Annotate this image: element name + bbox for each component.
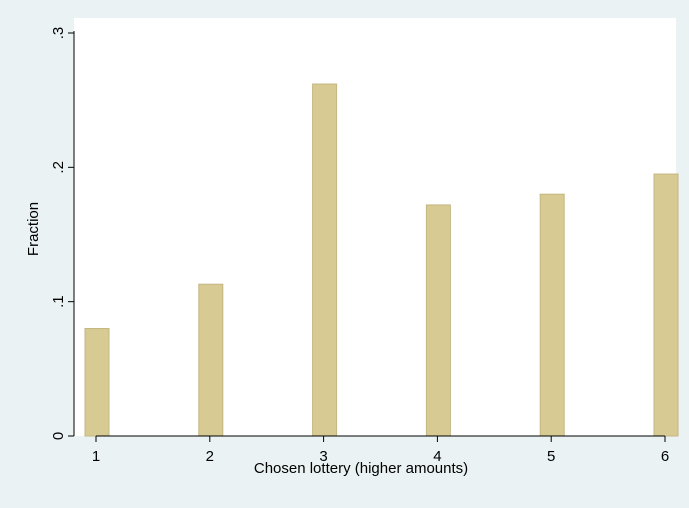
bar-2 — [198, 283, 224, 437]
x-tick-label-5: 5 — [547, 448, 555, 465]
x-tick-label-1: 1 — [92, 448, 100, 465]
x-tick-label-6: 6 — [661, 448, 669, 465]
bar-1 — [84, 328, 110, 437]
y-tick-label-.1: .1 — [50, 295, 67, 308]
y-axis-title: Fraction — [25, 202, 42, 256]
x-tick-label-3: 3 — [319, 448, 327, 465]
plot-area — [74, 18, 676, 436]
bar-3 — [312, 83, 338, 437]
x-axis-title: Chosen lottery (higher amounts) — [254, 460, 468, 477]
ticks-group: 1 2 3 4 5 6 0 .1 .2 .3 — [50, 27, 669, 465]
y-tick-label-.2: .2 — [50, 161, 67, 174]
bar-4 — [425, 204, 451, 437]
x-tick-label-4: 4 — [433, 448, 441, 465]
bar-5 — [539, 193, 565, 437]
bars-group — [84, 83, 679, 437]
y-tick-label-.3: .3 — [50, 27, 67, 40]
y-tick-label-0: 0 — [50, 432, 67, 440]
bar-6 — [653, 173, 679, 437]
x-tick-label-2: 2 — [206, 448, 214, 465]
